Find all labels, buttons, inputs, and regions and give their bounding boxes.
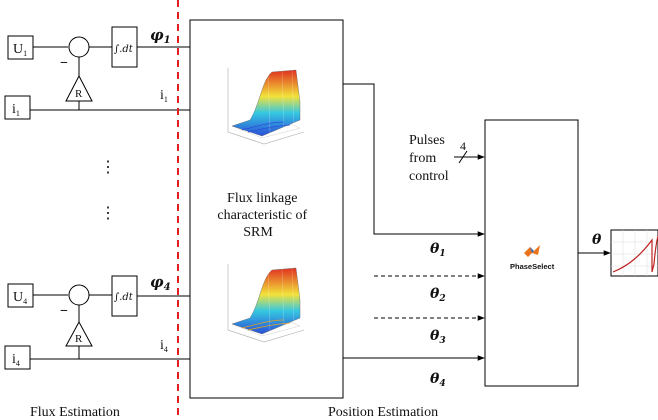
ellipsis-lower: ⋮ <box>100 205 116 222</box>
u4-input-label: U4 <box>13 290 27 306</box>
i4-output-label: i4 <box>160 338 168 354</box>
i4-input-label: i4 <box>12 352 20 368</box>
theta1-signal-line <box>343 83 485 237</box>
theta4-label: θ4 <box>430 371 446 389</box>
surface-plot-lower-axes <box>227 264 305 343</box>
phi4-label: φ4 <box>150 273 171 293</box>
theta1-label: θ1 <box>430 241 446 259</box>
surface-plot-upper <box>218 60 306 152</box>
phase-select-label: PhaseSelect <box>510 262 555 271</box>
phase4-flux-estimator: U4 − R ∫.dt φ4 i4 i4 <box>4 273 190 370</box>
i4-input-block <box>4 345 31 370</box>
bus-width-slash <box>458 150 468 164</box>
i1-input-block <box>4 95 31 120</box>
flux-linkage-label: Flux linkage characteristic of SRM <box>217 191 310 240</box>
minus-sign-1: − <box>60 56 68 71</box>
i1-input-label: i1 <box>12 102 20 118</box>
matlab-logo-icon <box>524 245 540 257</box>
resistor-label-4: R <box>75 333 83 345</box>
ellipsis-upper: ⋮ <box>100 159 116 176</box>
position-estimation-section-label: Position Estimation <box>328 405 438 420</box>
minus-sign-4: − <box>60 304 68 319</box>
pulses-label: Pulses from control <box>409 133 449 184</box>
integrator-label-4: ∫.dt <box>114 292 134 303</box>
scope-grid <box>611 230 658 276</box>
integrator-label-1: ∫.dt <box>114 44 134 55</box>
sum-junction-1 <box>68 36 90 58</box>
surface-plot-lower <box>218 256 306 350</box>
integrator-block-4 <box>111 275 138 317</box>
integrator-block-1 <box>111 26 138 68</box>
theta3-label: θ3 <box>430 328 446 346</box>
phi1-label: φ1 <box>150 26 171 46</box>
bus-width-label: 4 <box>460 139 466 153</box>
surface-plot-upper-axes <box>227 68 305 145</box>
theta-output-label: θ <box>592 232 602 248</box>
surface-plot-upper-surface <box>231 69 301 137</box>
surface-plot-lower-surface <box>231 267 301 335</box>
surface-plot-lower-contours <box>241 319 291 331</box>
i1-output-label: i1 <box>160 88 168 104</box>
sum-junction-4 <box>68 284 90 306</box>
scope-trace <box>612 235 658 273</box>
resistor-label-1: R <box>75 88 83 100</box>
surface-plot-upper-contours <box>241 121 291 133</box>
phase1-flux-estimator: U1 − R ∫.dt φ1 i1 i1 <box>4 26 190 120</box>
u1-input-label: U1 <box>13 42 27 58</box>
flux-estimation-section-label: Flux Estimation <box>30 405 120 420</box>
theta2-label: θ2 <box>430 286 446 304</box>
scope-block <box>610 229 658 277</box>
